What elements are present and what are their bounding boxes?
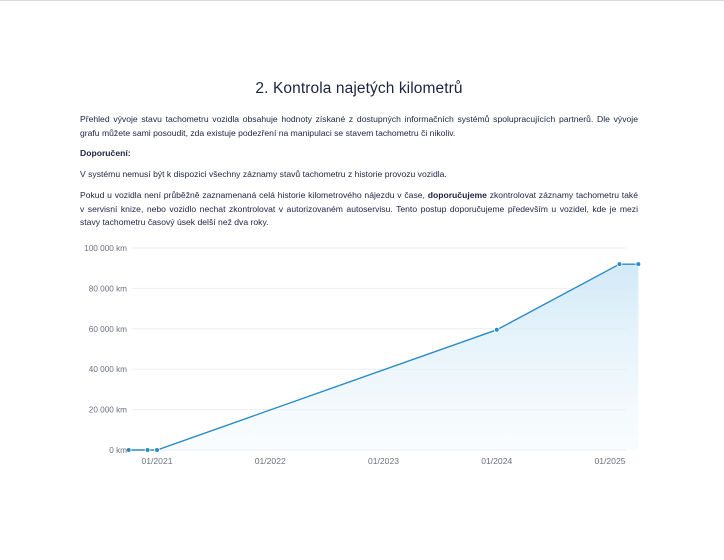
chart-area xyxy=(128,264,639,450)
x-axis: 01/2021 01/2022 01/2023 01/2024 01/2025 xyxy=(141,456,625,466)
y-tick-label: 0 km xyxy=(109,446,127,455)
data-point xyxy=(125,447,132,453)
recommendation-heading: Doporučení: xyxy=(80,148,131,158)
y-tick-label: 80 000 km xyxy=(89,284,127,293)
availability-note: V systému nemusí být k dispozici všechny… xyxy=(80,169,447,179)
recommendation-emphasis: doporučujeme xyxy=(427,190,487,200)
y-tick-label: 20 000 km xyxy=(89,406,127,415)
x-tick-label: 01/2024 xyxy=(481,456,512,466)
x-tick-label: 01/2023 xyxy=(368,456,399,466)
y-axis: 100 000 km 80 000 km 60 000 km 40 000 km 20 … xyxy=(84,244,127,455)
top-divider xyxy=(0,0,724,1)
chart-line xyxy=(128,263,639,451)
intro-paragraph: Přehled vývoje stavu tachometru vozidla … xyxy=(80,114,638,138)
x-tick-label: 01/2021 xyxy=(141,456,172,466)
data-point xyxy=(635,261,642,267)
data-point xyxy=(616,261,623,267)
data-point xyxy=(154,447,160,453)
series-line xyxy=(128,263,639,451)
recommendation-text-start: Pokud u vozidla není průběžně zaznamenan… xyxy=(80,190,428,200)
data-point xyxy=(144,447,151,453)
section-title: 2. Kontrola najetých kilometrů xyxy=(255,80,463,97)
y-tick-label: 40 000 km xyxy=(89,365,127,374)
recommendation-text-end: zkontrolovat záznamy tachometru také v s… xyxy=(80,190,638,228)
chart-points xyxy=(125,261,642,453)
data-point xyxy=(493,327,500,333)
x-tick-label: 01/2022 xyxy=(255,456,286,466)
recommendation-paragraph: Pokud u vozidla není průběžně zaznamenan… xyxy=(80,189,638,230)
x-tick-label: 01/2025 xyxy=(594,456,625,466)
area-fill xyxy=(128,264,639,450)
y-tick-label: 60 000 km xyxy=(89,325,127,334)
y-tick-label: 100 000 km xyxy=(84,244,127,253)
